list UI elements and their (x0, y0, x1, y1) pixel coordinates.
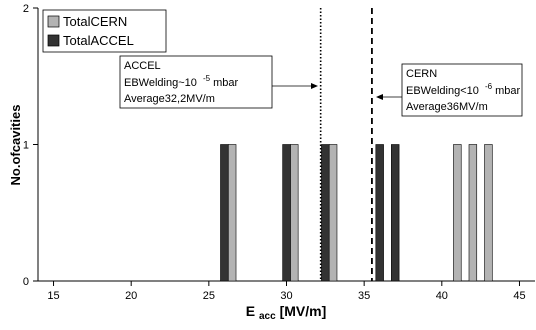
x-tick-label: 40 (436, 290, 448, 302)
bar-totalaccel (375, 144, 384, 282)
bar-totalaccel (282, 144, 291, 282)
y-ticks: 0 1 2 (23, 3, 38, 288)
bar-totalcern (453, 144, 462, 282)
bar-totalcern (468, 144, 478, 282)
legend-label-accel: TotalACCEL (63, 33, 134, 48)
y-tick-label: 1 (23, 140, 29, 152)
y-tick-label: 2 (23, 3, 29, 15)
annotation-cern-title: CERN (406, 68, 437, 80)
bar-totalcern (290, 144, 299, 282)
reference-lines (319, 8, 373, 281)
annotation-accel-arrowhead (311, 83, 318, 89)
annotation-accel: ACCEL EBWelding~10 -5 mbar Average32,2MV… (119, 55, 318, 109)
bar-totalaccel (391, 144, 400, 282)
annotation-cern-arrowhead (376, 94, 383, 100)
bar-totalcern (484, 144, 493, 282)
annotation-accel-line2: EBWelding~10 -5 mbar (124, 72, 239, 89)
x-tick-label: 25 (203, 290, 215, 302)
annotation-cern-line2-prefix: EBWelding<10 (406, 85, 479, 97)
annotation-cern-line2-exp: -6 (485, 82, 493, 91)
legend-swatch-cern (47, 15, 60, 28)
legend-label-cern: TotalCERN (63, 14, 127, 29)
annotation-cern: CERN EBWelding<10 -6 mbar Average36MV/m (376, 63, 523, 117)
legend-swatch-accel (47, 34, 60, 47)
bar-totalcern (227, 144, 237, 282)
bar-totalcern (328, 144, 338, 282)
annotation-cern-line2: EBWelding<10 -6 mbar (406, 80, 521, 97)
annotation-accel-box (119, 55, 273, 109)
annotation-accel-line2-prefix: EBWelding~10 (124, 77, 197, 89)
x-tick-label: 15 (47, 290, 59, 302)
y-axis-title: No.ofcavities (8, 105, 23, 186)
x-axis-title-unit: [MV/m] (280, 303, 327, 319)
annotation-accel-line3: Average32,2MV/m (124, 93, 215, 105)
bar-totalaccel (321, 144, 330, 282)
x-axis-title-main: E (246, 303, 255, 319)
y-tick-label: 0 (23, 276, 29, 288)
annotation-accel-line2-suffix: mbar (213, 77, 238, 89)
annotation-cern-box (401, 63, 523, 117)
bars (220, 144, 493, 282)
legend-box (42, 9, 167, 53)
x-tick-label: 20 (125, 290, 137, 302)
x-axis-title-sub: acc (259, 311, 276, 322)
x-tick-label: 30 (280, 290, 292, 302)
annotation-accel-line2-exp: -5 (203, 74, 211, 83)
annotation-accel-title: ACCEL (124, 60, 161, 72)
bar-totalaccel (220, 144, 229, 282)
x-tick-label: 35 (358, 290, 370, 302)
annotation-cern-line3: Average36MV/m (406, 101, 488, 113)
x-tick-label: 45 (513, 290, 525, 302)
x-axis-title: E acc [MV/m] (246, 303, 326, 322)
annotation-cern-line2-suffix: mbar (495, 85, 520, 97)
legend: TotalCERN TotalACCEL (42, 9, 167, 53)
x-ticks: 15 20 25 30 35 40 45 (47, 281, 526, 302)
